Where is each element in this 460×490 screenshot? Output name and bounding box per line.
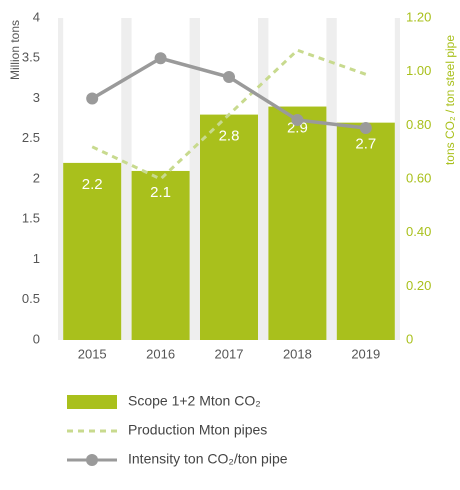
y-axis-label: Million tons	[8, 20, 22, 80]
y-tick-label: 0.5	[22, 291, 40, 306]
legend-label: Intensity ton CO₂/ton pipe	[128, 451, 288, 467]
marker	[359, 122, 372, 135]
x-tick-label: 2018	[283, 346, 312, 361]
y-tick-label: 4	[33, 9, 40, 24]
marker	[223, 71, 235, 84]
line	[91, 48, 367, 181]
y2-tick-label: 0.80	[406, 117, 431, 132]
y-tick-label: 2	[33, 170, 40, 185]
x-tick-label: 2015	[78, 346, 107, 361]
y-tick-label: 1	[33, 251, 40, 266]
bar	[200, 114, 258, 340]
bar-value-label: 2.8	[219, 128, 240, 145]
y-tick-label: 3	[33, 90, 40, 105]
marker	[291, 113, 304, 126]
legend-marker	[86, 454, 98, 466]
legend-label: Scope 1+2 Mton CO₂	[128, 393, 261, 409]
y2-tick-label: 1.00	[406, 63, 431, 78]
x-tick-label: 2017	[215, 346, 244, 361]
bar-value-label: 2.2	[82, 176, 103, 193]
y2-tick-label: 0.60	[406, 170, 431, 185]
bar-value-label: 2.1	[150, 184, 171, 201]
y2-tick-label: 1.20	[406, 9, 431, 24]
y2-tick-label: 0	[406, 331, 413, 346]
y-tick-label: 0	[33, 331, 40, 346]
y2-tick-label: 0.40	[406, 224, 431, 239]
bar	[268, 106, 327, 340]
marker	[86, 92, 99, 105]
x-tick-label: 2016	[146, 346, 175, 361]
bar	[336, 122, 395, 341]
y-tick-label: 3.5	[22, 50, 40, 65]
bar-value-label: 2.7	[355, 136, 376, 153]
y2-tick-label: 0.20	[406, 278, 431, 293]
y-tick-label: 1.5	[22, 211, 40, 226]
legend-swatch	[67, 395, 117, 409]
bar-value-label: 2.9	[287, 120, 308, 137]
y-tick-label: 2.5	[22, 130, 40, 145]
bar	[63, 162, 122, 340]
y2-axis-label: tons CO₂ / ton steel pipe	[443, 35, 457, 165]
x-tick-label: 2019	[351, 346, 380, 361]
legend-label: Production Mton pipes	[128, 422, 267, 438]
bar	[131, 170, 190, 340]
marker	[154, 52, 167, 65]
